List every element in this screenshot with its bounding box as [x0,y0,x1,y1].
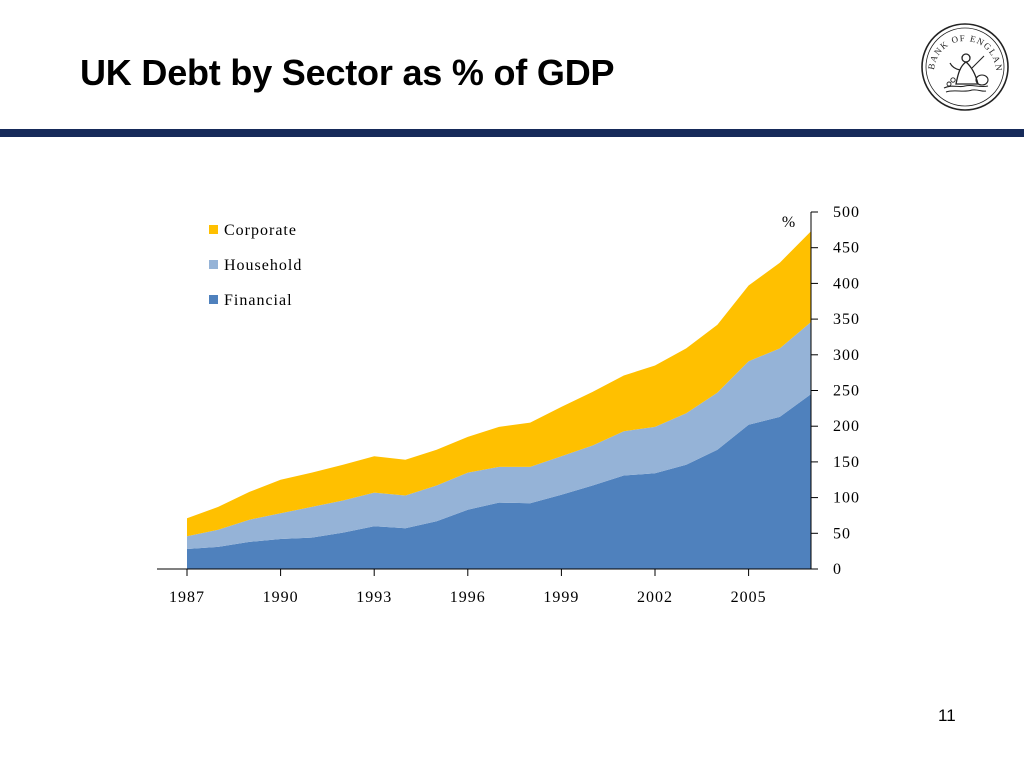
y-tick-label: 50 [833,525,851,542]
stacked-areas [187,231,811,569]
page-number: 11 [938,706,956,725]
y-tick-label: 200 [833,418,860,435]
x-tick-label: 1987 [169,589,205,606]
y-tick-label: 0 [833,561,842,578]
x-tick-label: 1996 [450,589,486,606]
x-tick-label: 2005 [731,589,767,606]
legend-swatch-financial [209,295,218,304]
x-tick-label: 1993 [356,589,392,606]
legend-label-corporate: Corporate [224,222,297,239]
y-axis-unit-label: % [782,214,796,231]
legend-label-household: Household [224,257,302,274]
area-financial [187,394,811,569]
y-tick-label: 100 [833,490,860,507]
bank-of-england-logo-icon: BANK OF ENGLAND [920,22,1009,111]
legend: Corporate Household Financial [209,222,302,309]
x-tick-label: 1999 [543,589,579,606]
area-household [187,322,811,549]
title-rule [0,129,1024,137]
x-tick-label: 1990 [263,589,299,606]
y-tick-label: 500 [833,204,860,221]
y-tick-label: 150 [833,454,860,471]
legend-swatch-household [209,260,218,269]
y-tick-label: 350 [833,311,860,328]
y-tick-label: 450 [833,240,860,257]
x-tick-label: 2002 [637,589,673,606]
y-tick-label: 250 [833,383,860,400]
y-tick-label: 300 [833,347,860,364]
y-tick-label: 400 [833,275,860,292]
area-corporate [187,231,811,537]
legend-swatch-corporate [209,225,218,234]
legend-label-financial: Financial [224,292,293,309]
slide-title: UK Debt by Sector as % of GDP [80,52,615,93]
axes: 0 50 100 150 200 250 300 350 400 450 500 1987 1990 19… [157,204,860,606]
